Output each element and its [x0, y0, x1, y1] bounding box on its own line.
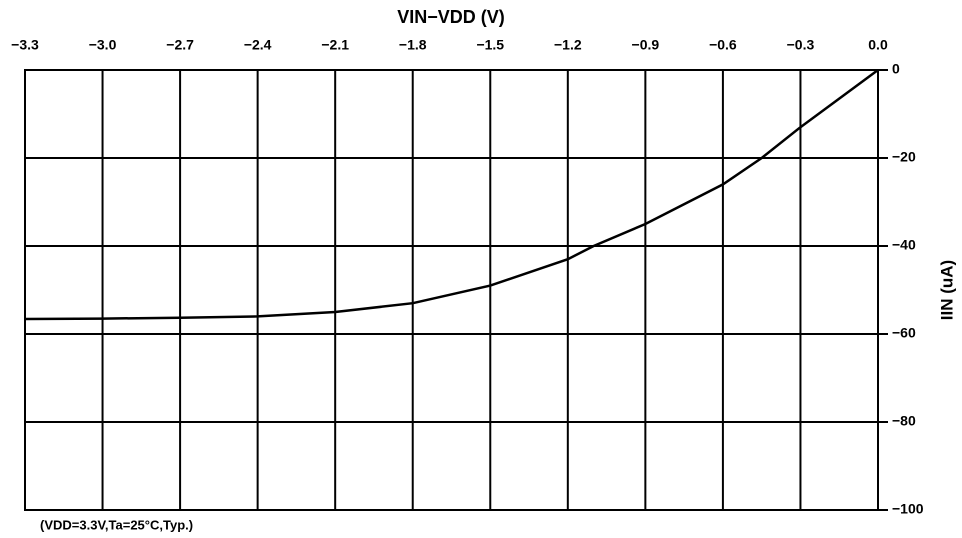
x-tick-label: −2.4 [244, 37, 272, 53]
y-tick-label: −80 [892, 413, 916, 429]
x-tick-label: −2.1 [321, 37, 349, 53]
x-tick-label: −0.3 [787, 37, 815, 53]
y-tick-label: −60 [892, 325, 916, 341]
y-tick-label: −20 [892, 149, 916, 165]
y-axis-title: IIN (uA) [937, 260, 956, 320]
annotation: (VDD=3.3V,Ta=25°C,Typ.) [40, 517, 193, 532]
x-tick-label: −2.7 [166, 37, 194, 53]
y-tick-label: 0 [892, 61, 900, 77]
plot-frame [24, 69, 879, 511]
x-axis-title: VIN−VDD (V) [397, 7, 505, 27]
x-tick-label: −0.6 [709, 37, 737, 53]
data-line [24, 68, 879, 321]
x-tick-label: 0.0 [868, 37, 888, 53]
y-tick-label: −40 [892, 237, 916, 253]
x-tick-label: −1.5 [476, 37, 504, 53]
x-tick-label: −1.8 [399, 37, 427, 53]
x-tick-label: −3.3 [11, 37, 39, 53]
x-tick-label: −0.9 [632, 37, 660, 53]
x-tick-label: −1.2 [554, 37, 582, 53]
y-tick-label: −100 [892, 501, 924, 517]
x-tick-label: −3.0 [89, 37, 117, 53]
